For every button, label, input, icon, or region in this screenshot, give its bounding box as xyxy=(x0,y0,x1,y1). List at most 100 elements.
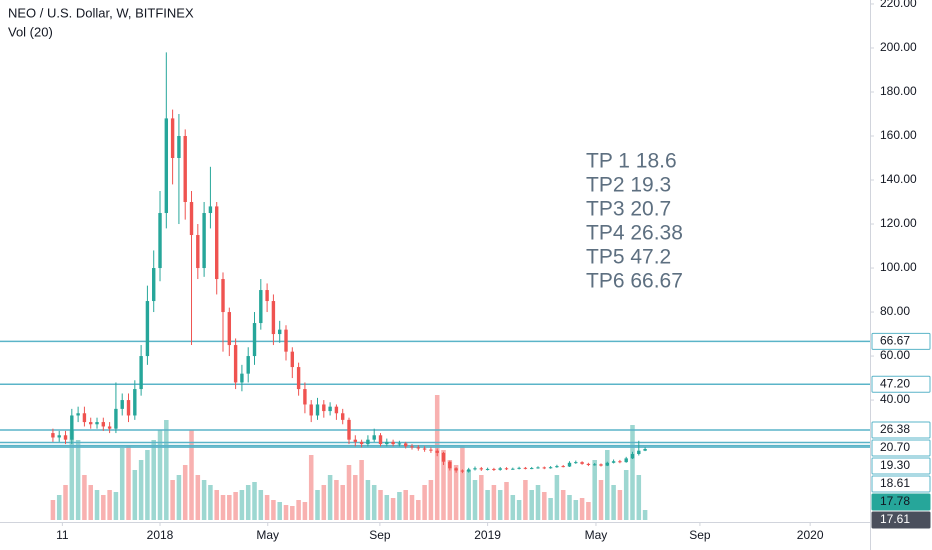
annotation-line: TP5 47.2 xyxy=(586,246,671,269)
volume-bar xyxy=(170,480,175,520)
volume-bar xyxy=(422,485,427,520)
candle-body xyxy=(441,452,446,462)
volume-bar xyxy=(416,500,421,520)
candle-body xyxy=(422,448,427,450)
volume-bar xyxy=(220,495,226,520)
price-label: 20.70 xyxy=(880,440,910,454)
volume-bar xyxy=(479,475,484,520)
volume-bar xyxy=(642,510,648,520)
y-tick-label: 100.00 xyxy=(880,260,917,274)
volume-bar xyxy=(334,480,339,520)
volume-bar xyxy=(277,502,282,520)
volume-bar xyxy=(290,506,295,520)
x-tick-label: May xyxy=(256,528,279,542)
volume-bar xyxy=(214,490,219,520)
candle-body xyxy=(196,235,200,269)
candle-layer xyxy=(51,52,647,474)
candle-body xyxy=(504,468,509,470)
candle-body xyxy=(624,458,628,463)
candle-body xyxy=(82,413,87,423)
volume-bar xyxy=(460,445,465,520)
volume-bar xyxy=(441,450,446,520)
x-tick-label: Sep xyxy=(689,528,711,542)
volume-bar xyxy=(258,490,264,520)
volume-bar xyxy=(82,475,87,520)
x-tick-label: Sep xyxy=(369,528,391,542)
candle-body xyxy=(460,470,465,472)
x-tick-label: 2018 xyxy=(147,528,174,542)
volume-bar xyxy=(560,490,566,520)
candle-body xyxy=(240,373,244,383)
price-label-box xyxy=(871,457,931,475)
candle-body xyxy=(454,468,458,471)
price-label-box xyxy=(871,475,931,493)
volume-bar xyxy=(617,490,623,520)
candle-body xyxy=(284,329,288,352)
volume-bar xyxy=(397,492,402,520)
candle-body xyxy=(215,206,219,280)
candle-body xyxy=(561,466,565,468)
volume-bar xyxy=(94,490,100,520)
candle-body xyxy=(574,462,578,464)
candle-body xyxy=(152,268,156,302)
candle-body xyxy=(517,467,521,469)
price-label-box xyxy=(871,375,931,393)
candle-body xyxy=(120,400,124,409)
volume-bar xyxy=(176,475,182,520)
volume-bar xyxy=(390,498,396,520)
volume-bar xyxy=(378,490,383,520)
candle-body xyxy=(555,466,559,468)
candle-body xyxy=(548,467,553,469)
chart-title: NEO / U.S. Dollar, W, BITFINEX xyxy=(8,5,194,20)
y-tick-label: 60.00 xyxy=(880,348,910,362)
candle-body xyxy=(416,447,421,449)
candle-body xyxy=(107,426,112,429)
volume-bar xyxy=(271,500,276,520)
candle-body xyxy=(334,406,339,414)
volume-bar xyxy=(132,470,138,520)
candle-body xyxy=(322,404,326,412)
candle-body xyxy=(410,446,414,448)
volume-bar xyxy=(567,495,572,520)
volume-bar xyxy=(573,500,579,520)
x-tick-label: May xyxy=(585,528,608,542)
volume-bar xyxy=(485,490,490,520)
volume-bar xyxy=(63,485,68,520)
candle-body xyxy=(164,118,169,214)
volume-bar xyxy=(264,495,270,520)
volume-bar xyxy=(340,485,345,520)
annotation-line: TP4 26.38 xyxy=(586,222,683,245)
volume-bar xyxy=(189,430,194,520)
price-label-box xyxy=(871,511,931,529)
candle-body xyxy=(353,439,358,442)
volume-bar xyxy=(88,485,93,520)
volume-bar xyxy=(227,495,232,520)
candle-body xyxy=(372,435,376,440)
candle-body xyxy=(265,290,269,302)
candle-body xyxy=(567,462,572,467)
volume-bar xyxy=(321,485,327,520)
volume-bar xyxy=(579,498,585,520)
candle-body xyxy=(479,468,484,470)
volume-bar xyxy=(56,495,62,520)
volume-bar xyxy=(434,395,440,520)
price-label: 26.38 xyxy=(880,422,910,436)
annotation-line: TP6 66.67 xyxy=(586,270,683,293)
volume-bar xyxy=(548,498,553,520)
candle-body xyxy=(189,202,194,236)
price-label-box xyxy=(871,439,931,457)
volume-bar xyxy=(327,475,333,520)
volume-bar xyxy=(252,482,257,520)
candle-body xyxy=(259,290,263,324)
candle-body xyxy=(404,443,408,447)
volume-bar xyxy=(586,502,591,520)
price-label-box xyxy=(871,332,931,350)
volume-bar xyxy=(554,475,560,520)
volume-bar xyxy=(315,490,320,520)
volume-bar xyxy=(239,490,245,520)
candle-body xyxy=(347,419,351,440)
volume-bar xyxy=(542,492,547,520)
candle-body xyxy=(580,462,584,464)
volume-bar xyxy=(157,430,163,520)
candle-body xyxy=(378,435,383,445)
